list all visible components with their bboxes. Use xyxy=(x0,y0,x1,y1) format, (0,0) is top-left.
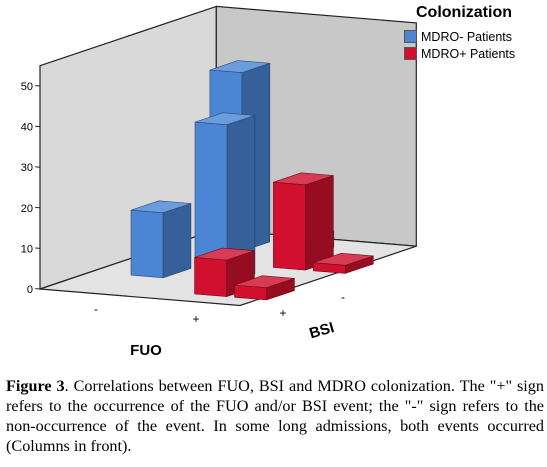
legend-title: Colonization xyxy=(416,4,512,21)
bar-fuoneg-bsineg-mdro-pos-top xyxy=(194,247,255,261)
z-axis-label: BSI xyxy=(307,319,336,342)
bar-fuoneg-bsineg-mdro-pos xyxy=(194,257,227,297)
y-tick-label: 10 xyxy=(21,243,33,255)
bar-fuoneg-bsipos-mdro-pos-top xyxy=(273,172,334,186)
legend-swatch-mdro-positive xyxy=(404,47,417,60)
x-tick-label: - xyxy=(94,302,98,316)
bar-fuopos-bsipos-mdro-pos-top xyxy=(313,252,374,266)
y-tick-label: 20 xyxy=(21,203,33,215)
bar-fuoneg-bsineg-mdro-neg-top xyxy=(130,200,191,214)
legend-item-mdro-positive: MDRO+ Patients xyxy=(404,45,544,62)
z-tick-label: + xyxy=(279,306,286,320)
x-tick-label: + xyxy=(192,312,199,326)
bar-fuoneg-bsineg-mdro-neg-side xyxy=(162,203,192,279)
bar-fuoneg-bsipos-mdro-neg-top xyxy=(209,60,270,73)
caption-text: . Correlations between FUO, BSI and MDRO… xyxy=(6,377,544,455)
legend-label-mdro-negative: MDRO- Patients xyxy=(421,29,512,44)
figure-caption: Figure 3. Correlations between FUO, BSI … xyxy=(6,376,544,456)
bar-fuopos-bsineg-mdro-neg-top xyxy=(194,112,255,126)
y-tick-label: 0 xyxy=(27,284,33,296)
z-tick-label: - xyxy=(341,290,345,304)
legend-item-mdro-negative: MDRO- Patients xyxy=(404,28,544,45)
y-tick-label: 30 xyxy=(21,162,33,174)
bar-fuoneg-bsipos-mdro-pos-side xyxy=(305,175,334,271)
bar-fuoneg-bsineg-mdro-neg xyxy=(130,209,164,279)
legend-swatch-mdro-negative xyxy=(404,30,417,43)
caption-label: Figure 3 xyxy=(6,377,65,395)
bar-fuopos-bsineg-mdro-pos-top xyxy=(234,275,295,289)
x-axis-label: FUO xyxy=(130,342,162,359)
y-tick-label: 50 xyxy=(21,81,33,93)
legend-label-mdro-positive: MDRO+ Patients xyxy=(421,46,516,61)
chart-3d-bar: 0 10 20 30 40 50 - + FUO + - BSI xyxy=(21,5,417,359)
bar-fuoneg-bsipos-mdro-pos xyxy=(273,181,306,271)
legend: Colonization MDRO- Patients MDRO+ Patien… xyxy=(404,4,544,62)
y-tick-label: 40 xyxy=(21,122,33,134)
